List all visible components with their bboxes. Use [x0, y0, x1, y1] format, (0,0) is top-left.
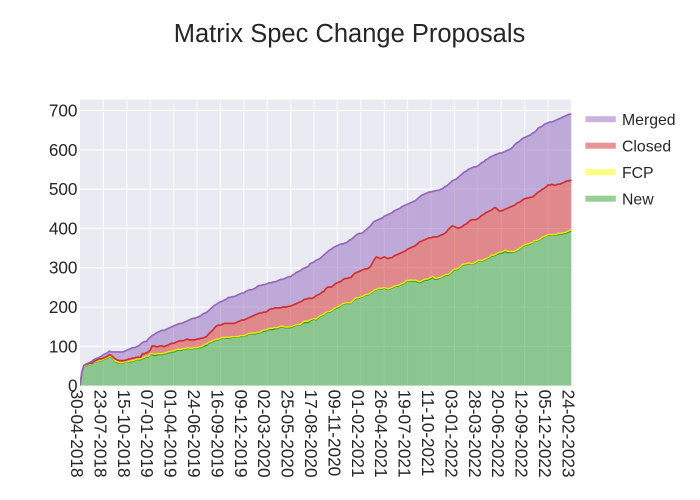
- svg-text:500: 500: [49, 179, 78, 199]
- svg-text:12-09-2022: 12-09-2022: [512, 390, 532, 478]
- svg-text:23-07-2018: 23-07-2018: [90, 390, 110, 478]
- svg-text:700: 700: [49, 101, 78, 121]
- svg-text:26-04-2021: 26-04-2021: [371, 390, 391, 478]
- svg-text:09-11-2020: 09-11-2020: [324, 390, 344, 477]
- svg-text:Merged: Merged: [622, 112, 676, 129]
- svg-text:400: 400: [49, 218, 78, 238]
- svg-text:Closed: Closed: [622, 138, 671, 155]
- svg-text:25-05-2020: 25-05-2020: [278, 390, 298, 478]
- svg-text:New: New: [622, 191, 654, 208]
- svg-text:24-02-2023: 24-02-2023: [558, 390, 578, 478]
- svg-text:07-01-2019: 07-01-2019: [137, 390, 157, 478]
- svg-text:100: 100: [49, 336, 78, 356]
- svg-text:09-12-2019: 09-12-2019: [231, 390, 251, 478]
- svg-text:300: 300: [49, 258, 78, 278]
- svg-text:02-03-2020: 02-03-2020: [254, 390, 274, 478]
- svg-text:FCP: FCP: [622, 165, 654, 182]
- svg-text:30-04-2018: 30-04-2018: [67, 390, 87, 478]
- svg-text:01-04-2019: 01-04-2019: [161, 390, 181, 478]
- svg-text:200: 200: [49, 297, 78, 317]
- svg-text:15-10-2018: 15-10-2018: [114, 390, 134, 478]
- svg-text:11-10-2021: 11-10-2021: [418, 390, 438, 477]
- svg-text:600: 600: [49, 140, 78, 160]
- svg-text:20-06-2022: 20-06-2022: [488, 390, 508, 478]
- svg-text:05-12-2022: 05-12-2022: [535, 390, 555, 478]
- svg-text:19-07-2021: 19-07-2021: [395, 390, 415, 478]
- svg-text:16-09-2019: 16-09-2019: [207, 390, 227, 478]
- svg-text:Matrix Spec Change Proposals: Matrix Spec Change Proposals: [174, 20, 526, 48]
- svg-text:28-03-2022: 28-03-2022: [465, 390, 485, 478]
- svg-text:17-08-2020: 17-08-2020: [301, 390, 321, 478]
- svg-text:01-02-2021: 01-02-2021: [348, 390, 368, 478]
- svg-text:03-01-2022: 03-01-2022: [441, 390, 461, 478]
- svg-text:0: 0: [68, 376, 78, 396]
- svg-text:24-06-2019: 24-06-2019: [184, 390, 204, 478]
